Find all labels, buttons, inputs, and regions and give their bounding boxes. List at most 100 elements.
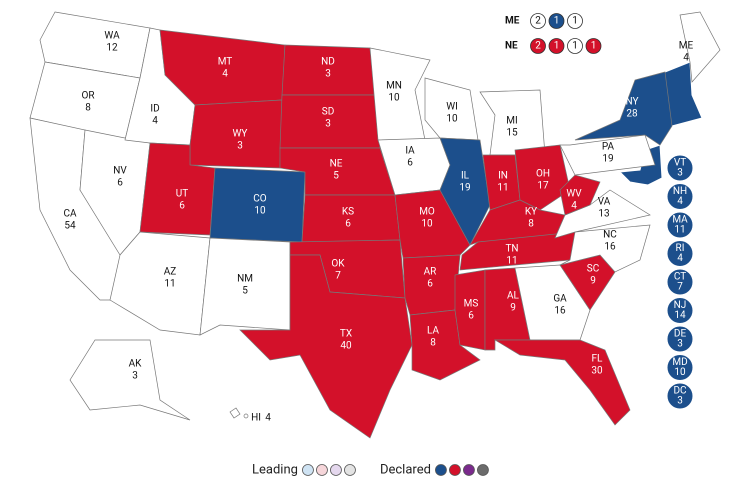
district-seat [585,38,602,54]
district-votes: 1 [572,41,578,52]
state-votes: 3 [677,339,683,350]
state-votes: 11 [164,279,175,290]
state-abbr: MT [218,57,233,68]
state-votes: 19 [602,154,613,165]
state-abbr: MS [464,299,479,310]
small-state [666,240,694,267]
state-votes: 13 [598,209,609,220]
state-abbr: UT [176,189,188,200]
state-votes: 11 [674,225,685,236]
small-state [666,297,694,324]
state-abbr: PA [602,142,615,153]
state-abbr: NC [603,230,617,241]
state-votes: 11 [506,256,517,267]
state-abbr: CO [253,194,267,205]
legend-swatch [344,464,356,476]
state-votes: 3 [325,119,331,130]
state-abbr: AZ [164,267,177,278]
small-state [666,268,694,296]
legend-swatch [302,464,314,476]
state-votes: 3 [677,396,683,407]
state-votes: 8 [85,103,91,114]
island [243,413,249,419]
state-votes: 16 [604,242,616,253]
district-votes: 2 [535,16,541,27]
state-shape [454,269,486,351]
state-votes: 6 [468,311,474,322]
state-shape [69,339,191,421]
state-votes: 15 [506,128,518,139]
district-votes: 1 [591,41,597,52]
state-abbr: ID [150,104,159,115]
state-votes: 6 [427,279,433,290]
district-seat [530,13,546,29]
state-votes: 4 [677,253,683,264]
state-votes: 4 [571,201,577,212]
legend-label: Leading [252,462,298,477]
state-shape [369,47,431,141]
district-votes: 1 [554,16,560,27]
small-state [666,183,694,210]
state-votes: 3 [132,371,138,382]
state-shape [679,11,721,83]
state-shape [189,99,283,169]
state-shape [514,264,591,341]
district-seat [548,38,565,54]
state-abbr: DE [674,329,687,340]
state-votes: 6 [345,219,351,230]
state-abbr: WV [566,189,582,200]
state-abbr: NH [673,186,687,197]
state-abbr: SC [587,264,600,275]
state-votes: 17 [537,181,549,192]
state-votes: 10 [388,93,400,104]
state-votes: 10 [674,367,686,378]
state-abbr: VT [674,158,686,169]
state-abbr: NV [113,166,127,177]
state-abbr: KY [525,207,537,218]
state-votes: 4 [683,53,689,64]
small-state [666,154,694,182]
state-votes: 4 [677,196,683,207]
legend-swatch [477,464,489,476]
state-votes: 16 [554,306,566,317]
state-votes: 54 [64,221,76,232]
state-abbr: OH [536,169,550,180]
state-abbr: CT [674,272,686,283]
state-shape [493,339,631,426]
state-abbr: MI [506,116,517,127]
state-votes: 6 [117,178,123,189]
state-abbr: HI [251,413,261,424]
state-votes: 11 [497,183,508,194]
state-abbr: VA [598,197,611,208]
district-label: NE [505,41,518,52]
state-abbr: CA [63,209,77,220]
legend-label: Declared [380,462,431,477]
state-abbr: ME [679,41,694,52]
district-seat [567,38,583,54]
state-abbr: TX [340,329,352,340]
state-abbr: FL [592,354,604,365]
state-votes: 4 [222,69,228,80]
state-abbr: OK [331,259,345,270]
state-votes: 6 [407,158,413,169]
state-abbr: AK [129,359,143,370]
state-votes: 28 [626,109,638,120]
state-votes: 40 [340,341,352,352]
legend-swatch [463,464,475,476]
small-state [666,354,694,381]
state-votes: 19 [459,183,470,194]
state-votes: 7 [677,282,683,293]
state-abbr: NJ [674,300,687,311]
state-abbr: OR [81,91,94,102]
state-abbr: TN [505,244,518,255]
state-abbr: AL [507,291,520,302]
state-abbr: MA [672,215,688,226]
state-abbr: WY [233,129,248,140]
state-abbr: WI [446,102,458,113]
state-abbr: KS [342,207,354,218]
state-votes: 4 [265,413,271,424]
state-shape [229,407,241,419]
state-votes: 10 [421,219,433,230]
district-votes: 1 [554,41,560,52]
